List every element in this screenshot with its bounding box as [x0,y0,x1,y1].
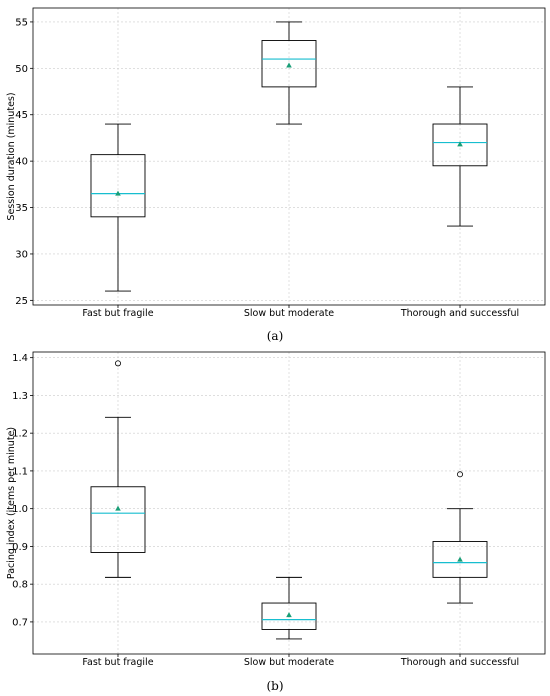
y-tick-label: 30 [15,249,28,260]
y-tick-label: 0.8 [12,580,28,591]
y-tick-label: 0.7 [12,617,28,628]
y-tick-label: 1.4 [12,353,28,364]
x-tick-label: Slow but moderate [244,308,334,319]
y-tick-label: 1.2 [12,429,28,440]
iqr-box [90,486,146,553]
x-tick-label: Thorough and successful [400,308,519,319]
mean-marker [286,612,292,618]
y-tick-label: 35 [15,203,28,214]
y-axis-label: Session duration (minutes) [6,92,17,220]
panel-a: 25 30 35 40 45 50 55 Session duration (minutes)… [6,7,546,319]
panel-label-b: (b) [266,679,283,693]
iqr-box [90,154,146,218]
box-2 [261,576,317,640]
x-tick-label: Slow but moderate [244,657,334,668]
iqr-box [432,123,488,167]
y-tick-label: 55 [15,17,28,28]
y-tick-label: 1.0 [12,504,28,515]
outlier-point [457,471,464,478]
iqr-box [432,541,488,578]
mean-marker [286,62,292,68]
y-tick-label: 1.1 [12,466,28,477]
panel-label-a: (a) [267,329,284,343]
y-tick-label: 1.3 [12,391,28,402]
x-tick-label: Thorough and successful [400,657,519,668]
iqr-box [261,602,317,630]
x-tick-label: Fast but fragile [82,308,153,319]
box-1 [90,123,146,292]
y-tick-label: 50 [15,64,28,75]
iqr-box [261,40,317,88]
y-tick-label: 45 [15,110,28,121]
mean-marker [115,190,121,196]
mean-marker [457,556,463,562]
y-tick-label: 40 [15,157,28,168]
y-axis-label: Pacing index (items per minute) [6,427,17,579]
box-3 [432,86,488,227]
mean-marker [457,141,463,147]
box-2 [261,21,317,125]
y-tick-label: 0.9 [12,542,28,553]
mean-marker [115,505,121,511]
box-1 [90,360,146,578]
box-3 [432,471,488,604]
x-tick-label: Fast but fragile [82,657,153,668]
panel-b: 0.7 0.8 0.9 1.0 1.1 1.2 1.3 1.4 Pacing index (it… [6,351,546,668]
y-tick-label: 25 [15,296,28,307]
outlier-point [114,360,121,367]
